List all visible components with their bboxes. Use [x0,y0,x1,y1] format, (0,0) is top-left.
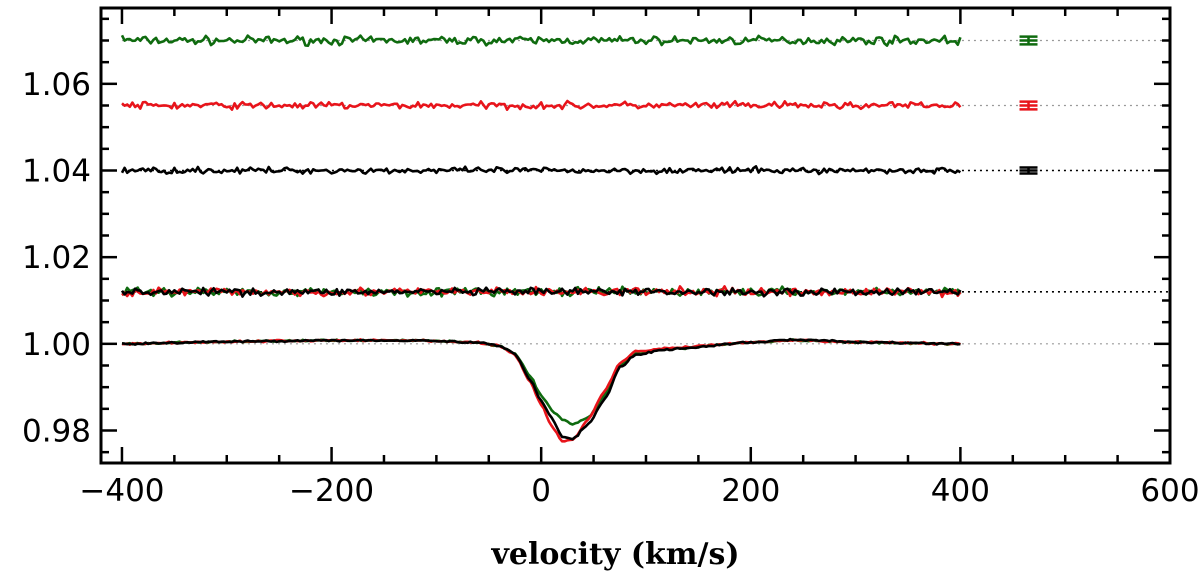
noise-trace-1 [121,99,962,111]
reference-lines [121,39,1170,345]
series-layer [120,34,962,443]
noise-trace-2 [120,165,962,176]
error-bar-1 [1019,100,1038,111]
x-tick-label: 600 [1140,473,1199,509]
y-tick-label: 1.06 [22,67,91,103]
error-bar-0 [1019,35,1038,46]
plot-frame [99,6,1172,465]
y-tick-label: 0.98 [22,414,91,450]
error-bar-2 [1019,166,1038,175]
profile-series-1 [122,338,961,443]
x-tick-label: −200 [289,473,374,509]
x-tick-labels: −400 −200 0 200 400 600 [79,473,1199,509]
y-tick-label: 1.02 [22,240,91,276]
error-bars [1019,35,1038,175]
profile-series-0 [121,338,961,426]
y-tick-labels: 0.98 1.00 1.02 1.04 1.06 [22,67,91,450]
noise-trace-5 [120,286,962,298]
axis-ticks [101,8,1172,463]
profile-series-2 [121,337,961,441]
x-tick-label: 0 [531,473,551,509]
x-tick-label: 400 [931,473,990,509]
noise-trace-0 [120,34,962,47]
x-axis-title: velocity (km/s) [490,537,739,572]
x-tick-label: −400 [79,473,164,509]
y-tick-label: 1.00 [22,327,91,363]
y-tick-label: 1.04 [22,154,91,190]
x-tick-label: 200 [721,473,780,509]
